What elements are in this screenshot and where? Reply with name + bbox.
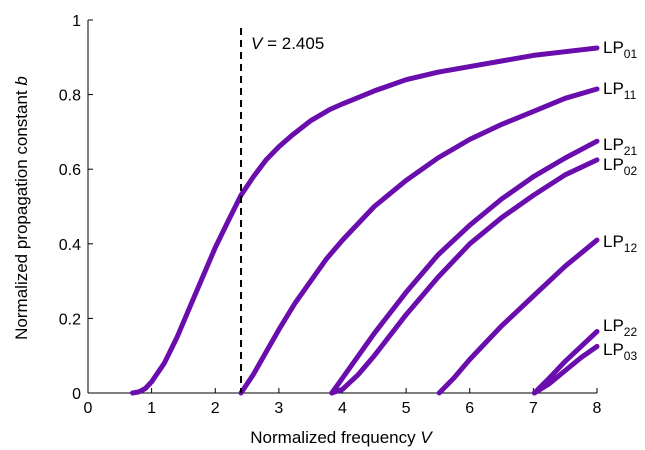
series-lines bbox=[130, 45, 600, 396]
series-line-lp21 bbox=[329, 138, 600, 396]
x-tick-label: 0 bbox=[84, 400, 93, 417]
cutoff-annotation: V = 2.405 bbox=[251, 34, 324, 53]
series-label-lp02: LP02 bbox=[603, 155, 637, 178]
series-label-lp22: LP22 bbox=[603, 316, 637, 339]
x-tick-label: 1 bbox=[147, 400, 156, 417]
y-tick-label: 1 bbox=[72, 13, 81, 30]
series-label-lp12: LP12 bbox=[603, 232, 637, 255]
x-tick-label: 3 bbox=[274, 400, 283, 417]
series-line-lp01 bbox=[130, 45, 600, 396]
y-tick-label: 0.2 bbox=[59, 311, 81, 328]
y-axis-label: Normalized propagation constant b bbox=[12, 76, 31, 340]
annotations: V = 2.405 bbox=[240, 28, 324, 393]
series-line-lp22 bbox=[531, 329, 600, 396]
y-tick-label: 0.6 bbox=[59, 162, 81, 179]
x-tick-label: 4 bbox=[338, 400, 347, 417]
x-tick-label: 2 bbox=[211, 400, 220, 417]
series-label-lp21: LP21 bbox=[603, 135, 637, 158]
series-line-lp12 bbox=[436, 237, 600, 396]
series-line-lp02 bbox=[329, 157, 600, 396]
axes: 0 1 2 3 4 5 6 7 8 0 0.2 0.4 0.6 0.8 1 bbox=[59, 13, 602, 417]
x-tick-label: 6 bbox=[465, 400, 474, 417]
series-line-lp03 bbox=[531, 343, 600, 396]
x-tick-label: 5 bbox=[402, 400, 411, 417]
y-tick-label: 0.8 bbox=[59, 88, 81, 105]
series-label-lp11: LP11 bbox=[603, 79, 637, 102]
y-tick-label: 0 bbox=[72, 386, 81, 403]
x-tick-label: 7 bbox=[529, 400, 538, 417]
y-tick-label: 0.4 bbox=[59, 237, 81, 254]
series-label-lp03: LP03 bbox=[603, 340, 637, 363]
series-line-lp11 bbox=[238, 86, 600, 396]
series-label-lp01: LP01 bbox=[603, 38, 637, 61]
x-tick-label: 8 bbox=[593, 400, 602, 417]
x-axis-label: Normalized frequency V bbox=[250, 428, 433, 447]
